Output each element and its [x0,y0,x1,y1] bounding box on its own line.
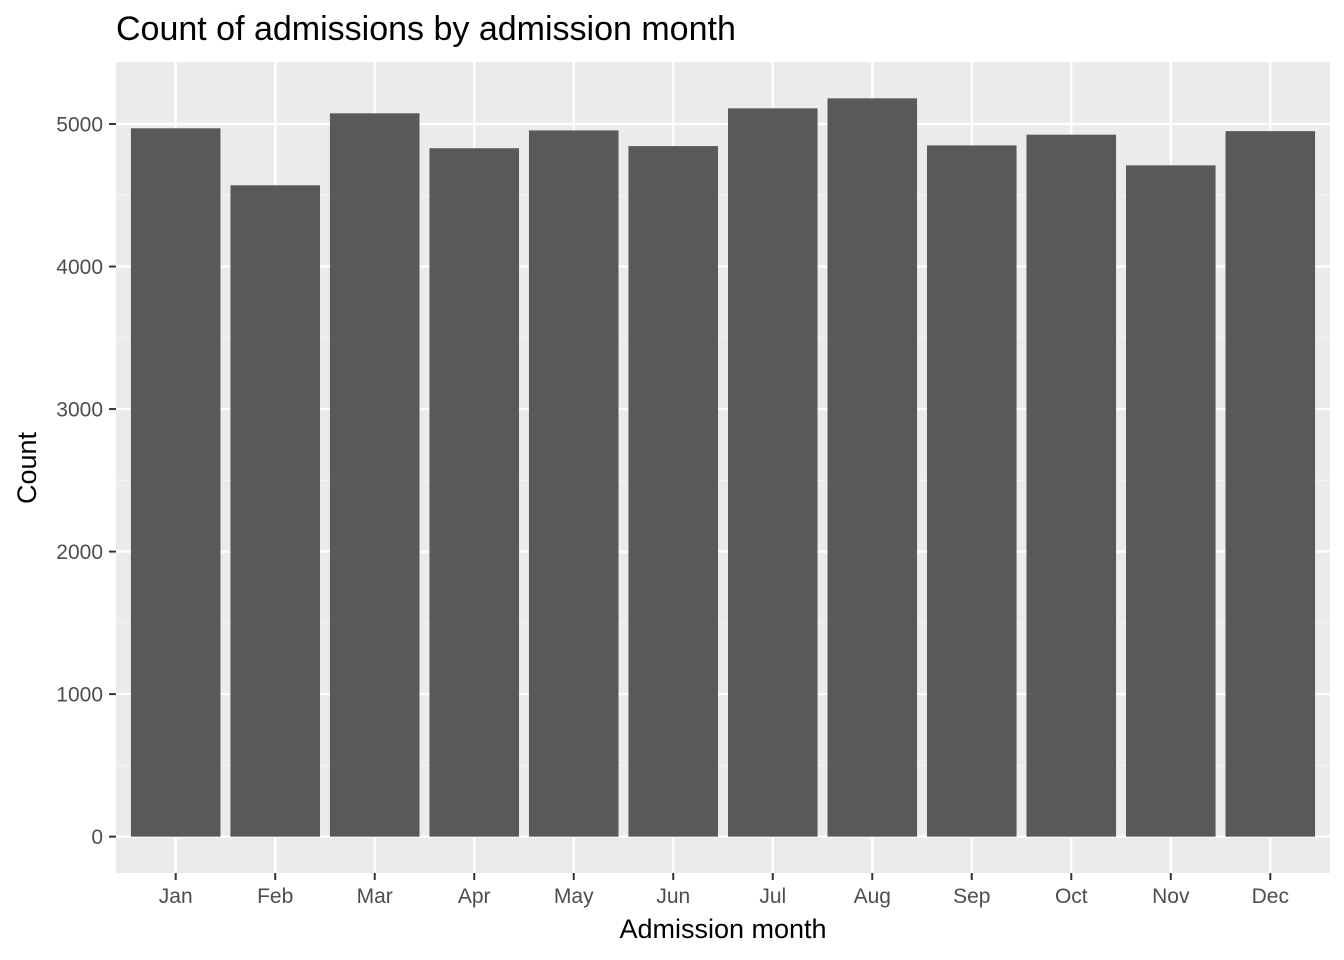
bar-jan [130,128,221,837]
bar-dec [1225,131,1316,837]
x-tick-label: Jul [759,885,786,908]
bar-nov [1126,165,1216,837]
x-tick-label: Apr [458,885,491,908]
y-tick-label: 3000 [56,399,103,422]
bar-oct [1026,134,1117,837]
y-axis: 0 1000 2000 3000 4000 5000 [56,114,116,849]
y-axis-title: Count [12,431,42,504]
x-tick-label: Jun [656,885,690,908]
x-tick-label: Jan [159,885,193,908]
bar-apr [429,148,520,837]
chart-title: Count of admissions by admission month [116,10,736,48]
bar-feb [230,185,320,837]
bar-may [528,130,619,837]
bar-aug [827,98,918,837]
y-tick-label: 0 [91,826,103,849]
x-tick-label: Feb [257,885,293,908]
x-tick-label: Dec [1252,885,1289,908]
bars [130,98,1316,837]
bar-jul [727,108,818,837]
y-tick-label: 5000 [56,114,103,137]
y-tick-label: 1000 [56,684,103,707]
x-axis: Jan Feb Mar Apr May Jun Jul Aug Sep Oct Nov Dec [159,873,1289,908]
x-axis-title: Admission month [619,914,826,944]
x-tick-label: Mar [357,885,393,908]
x-tick-label: Oct [1055,885,1088,908]
bar-mar [329,113,420,837]
bar-sep [926,145,1017,837]
x-tick-label: Nov [1152,885,1190,908]
bar-jun [628,146,719,837]
x-tick-label: Sep [953,885,990,908]
x-tick-label: Aug [854,885,891,908]
x-tick-label: May [554,885,594,908]
y-tick-label: 4000 [56,256,103,279]
y-tick-label: 2000 [56,541,103,564]
